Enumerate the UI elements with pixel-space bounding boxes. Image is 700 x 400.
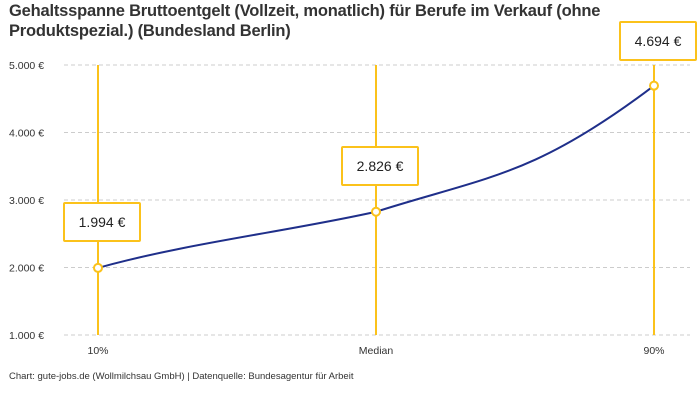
chart-title: Gehaltsspanne Bruttoentgelt (Vollzeit, m… <box>9 2 601 40</box>
y-tick-label: 5.000 € <box>9 60 44 72</box>
y-tick-label: 1.000 € <box>9 330 44 342</box>
data-point <box>93 262 103 273</box>
y-tick-label: 3.000 € <box>9 195 44 207</box>
data-point <box>649 80 659 91</box>
x-tick-label: Median <box>359 345 394 357</box>
y-tick-label: 4.000 € <box>9 128 44 140</box>
x-tick-label: 10% <box>87 345 108 357</box>
chart-footer: Chart: gute-jobs.de (Wollmilchsau GmbH) … <box>9 371 354 382</box>
y-tick-label: 2.000 € <box>9 263 44 275</box>
x-tick-label: 90% <box>643 345 664 357</box>
data-label: 1.994 € <box>63 201 141 242</box>
data-point <box>371 206 381 217</box>
data-label: 2.826 € <box>341 145 419 186</box>
data-label: 4.694 € <box>619 21 697 61</box>
